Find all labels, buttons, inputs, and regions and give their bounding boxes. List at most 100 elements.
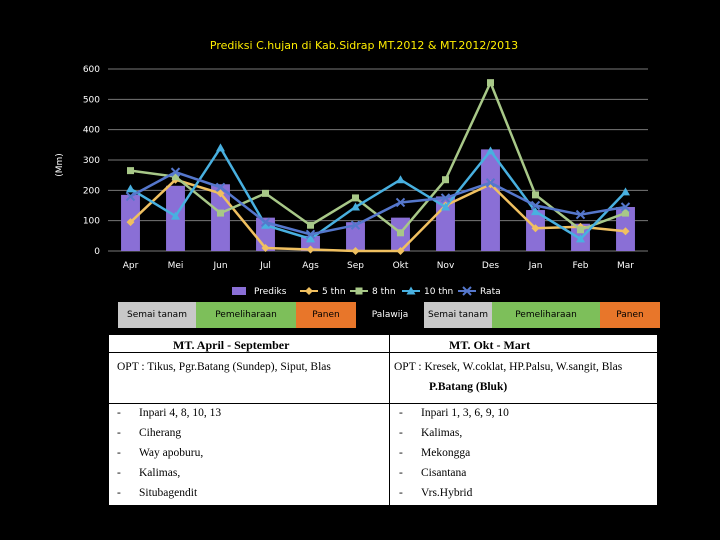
point-Rata-Ags: [305, 229, 316, 240]
y-tick-600: 600: [83, 65, 100, 75]
legend-swatch-Prediks: [232, 287, 246, 295]
left-dash: -: [117, 407, 121, 419]
point-8 thn-Jan: [532, 191, 539, 199]
bar-Des: [481, 149, 500, 251]
point-Rata-Jul: [260, 217, 271, 227]
legend-marker-Rata: [462, 286, 472, 296]
point-8 thn-Mar: [622, 209, 629, 217]
phase-pemeliharaan-2: Pemeliharaan: [492, 302, 600, 328]
x-tick-Feb: Feb: [573, 261, 589, 271]
right-variety: Mekongga: [421, 447, 471, 459]
point-8 thn-Sep: [352, 194, 359, 202]
series-line-5 thn: [129, 178, 626, 253]
legend-label-Prediks: Prediks: [254, 287, 287, 297]
point-10 thn-Mei: [171, 211, 180, 220]
series-line-8 thn: [130, 79, 626, 235]
point-10 thn-Jan: [531, 207, 540, 216]
right-variety: Cisantana: [421, 467, 467, 479]
legend-marker-10 thn: [406, 286, 416, 295]
y-tick-0: 0: [94, 247, 100, 257]
right-dash: -: [399, 487, 403, 499]
x-tick-Des: Des: [482, 261, 499, 271]
point-8 thn-Apr: [127, 167, 134, 175]
point-8 thn-Jul: [262, 189, 269, 197]
point-Rata-Apr: [125, 191, 136, 202]
left-dash: -: [117, 427, 121, 439]
phase-semai-tanam-1: Semai tanam: [118, 302, 196, 328]
point-5 thn-Jul: [261, 243, 270, 252]
left-variety: Way apoburu,: [139, 447, 204, 459]
legend-marker-8 thn: [355, 287, 363, 295]
phase-panen-2: Panen: [600, 302, 660, 328]
left-dash: -: [117, 447, 121, 459]
point-10 thn-Mar: [621, 187, 630, 196]
point-10 thn-Sep: [351, 202, 360, 211]
y-tick-500: 500: [83, 95, 100, 105]
right-variety: Inpari 1, 3, 6, 9, 10: [421, 407, 509, 419]
point-10 thn-Okt: [396, 175, 405, 184]
phase-semai-tanam-2: Semai tanam: [424, 302, 492, 328]
point-Rata-Feb: [575, 209, 586, 220]
point-Rata-Mei: [170, 167, 181, 177]
right-variety: Kalimas,: [421, 427, 463, 439]
y-tick-400: 400: [83, 126, 100, 136]
point-10 thn-Apr: [126, 184, 135, 193]
point-Rata-Jun: [215, 182, 226, 193]
x-tick-Ags: Ags: [302, 261, 319, 271]
y-tick-300: 300: [83, 156, 100, 166]
left-variety: Situbagendit: [139, 487, 198, 499]
left-season-heading: MT. April - September: [173, 338, 290, 352]
rainfall-chart: Prediksi C.hujan di Kab.Sidrap MT.2012 &…: [55, 39, 648, 297]
point-Rata-Nov: [440, 193, 451, 203]
point-Rata-Sep: [350, 220, 361, 230]
left-dash: -: [117, 467, 121, 479]
right-dash: -: [399, 467, 403, 479]
point-8 thn-Ags: [307, 221, 314, 229]
left-opt-text: OPT : Tikus, Pgr.Batang (Sundep), Siput,…: [117, 361, 331, 373]
chart-canvas: Prediksi C.hujan di Kab.Sidrap MT.2012 &…: [55, 39, 648, 297]
point-5 thn-Jan: [531, 224, 540, 233]
point-5 thn-Jun: [216, 189, 225, 198]
point-10 thn-Nov: [441, 202, 450, 211]
y-tick-200: 200: [83, 186, 100, 196]
right-opt-text-2: P.Batang (Bluk): [429, 381, 508, 393]
point-Rata-Okt: [395, 197, 406, 208]
x-tick-Okt: Okt: [393, 261, 409, 271]
legend-label-5 thn: 5 thn: [322, 287, 346, 297]
right-opt-text: OPT : Kresek, W.coklat, HP.Palsu, W.sang…: [394, 361, 623, 373]
series-line-10 thn: [129, 145, 627, 241]
x-tick-Jul: Jul: [259, 261, 271, 271]
legend-label-8 thn: 8 thn: [372, 287, 396, 297]
legend-label-Rata: Rata: [480, 287, 501, 297]
point-10 thn-Jul: [261, 220, 270, 229]
point-5 thn-Sep: [351, 247, 360, 255]
x-tick-Sep: Sep: [347, 261, 364, 271]
right-season-heading: MT. Okt - Mart: [449, 338, 531, 352]
point-10 thn-Des: [486, 146, 495, 155]
x-tick-Jan: Jan: [528, 261, 543, 271]
point-8 thn-Nov: [442, 176, 449, 184]
x-tick-Jun: Jun: [212, 261, 227, 271]
point-8 thn-Mei: [172, 173, 179, 181]
x-tick-Mei: Mei: [168, 261, 184, 271]
bar-Ags: [301, 235, 320, 251]
chart-title: Prediksi C.hujan di Kab.Sidrap MT.2012 &…: [210, 39, 518, 52]
point-10 thn-Feb: [576, 234, 585, 243]
point-Rata-Mar: [620, 202, 631, 212]
point-10 thn-Ags: [306, 234, 315, 243]
point-Rata-Jan: [530, 200, 541, 211]
y-axis-label: (Mm): [55, 153, 65, 177]
point-5 thn-Apr: [126, 218, 135, 227]
right-dash: -: [399, 407, 403, 419]
x-tick-Apr: Apr: [123, 261, 139, 271]
x-tick-Mar: Mar: [617, 261, 634, 271]
left-variety: Kalimas,: [139, 467, 181, 479]
point-8 thn-Okt: [397, 229, 404, 237]
legend-label-10 thn: 10 thn: [424, 287, 453, 297]
phase-palawija: Palawija: [356, 302, 424, 328]
y-tick-100: 100: [83, 217, 100, 227]
left-variety: Ciherang: [139, 427, 182, 439]
point-8 thn-Feb: [577, 226, 584, 234]
right-dash: -: [399, 427, 403, 439]
legend-marker-5 thn: [305, 287, 313, 295]
